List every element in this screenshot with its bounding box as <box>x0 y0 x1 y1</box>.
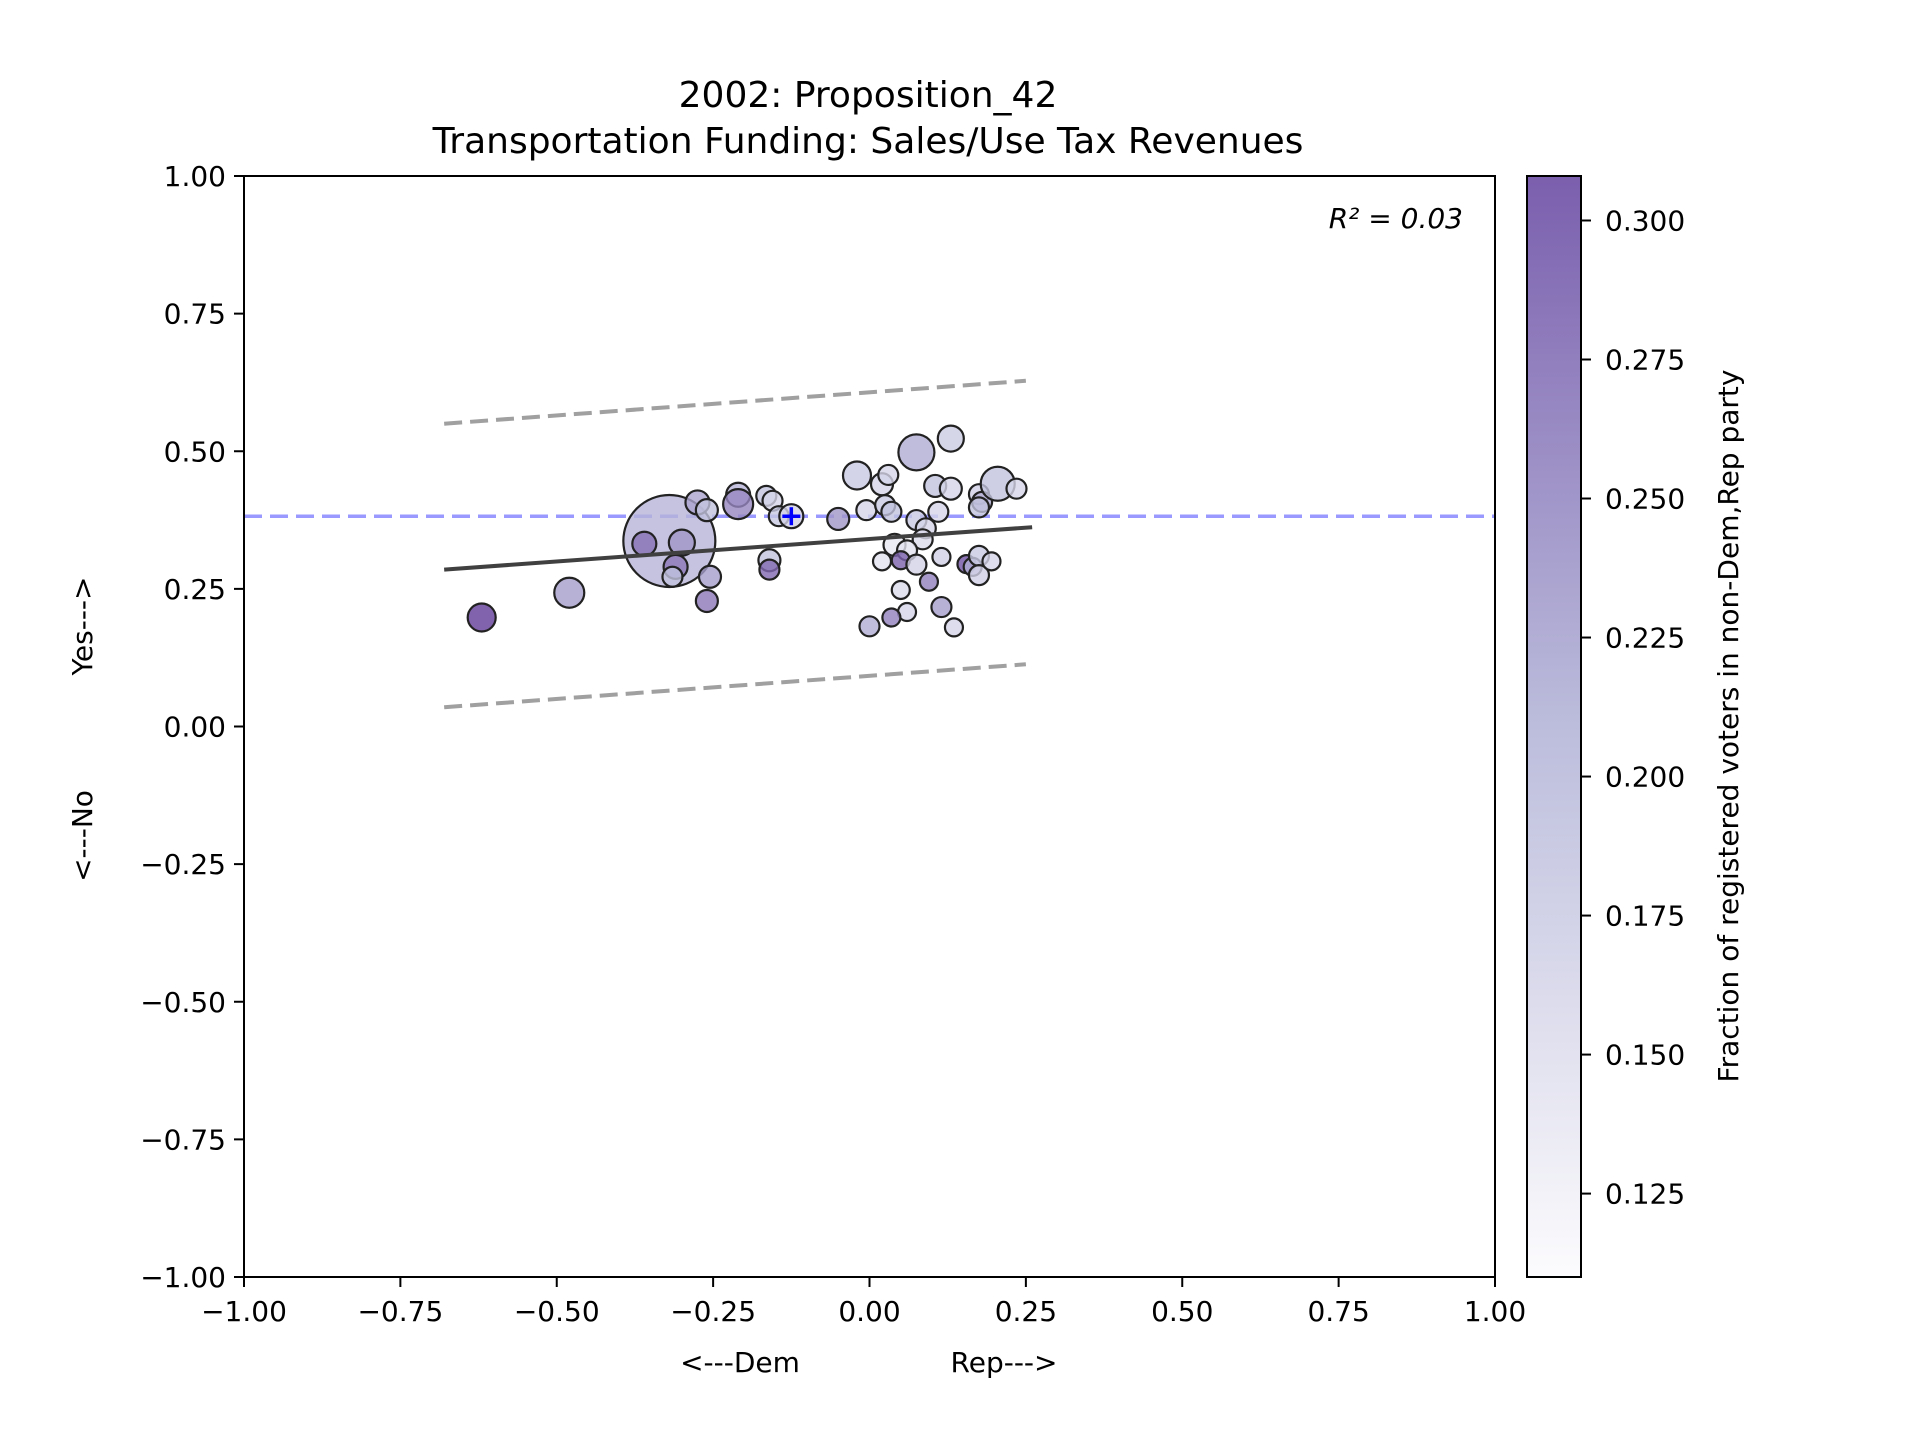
data-point-51 <box>943 617 965 638</box>
data-point-10 <box>694 498 719 523</box>
data-point-8 <box>694 588 719 614</box>
data-point-3 <box>631 530 658 557</box>
x-tick-label: −0.50 <box>514 1295 600 1328</box>
x-tick-label: 0.50 <box>1151 1295 1213 1328</box>
plot-frame <box>243 175 1496 1278</box>
y-tick-label: −0.25 <box>140 848 226 881</box>
data-point-6 <box>661 565 684 588</box>
y-tick-label: −0.75 <box>140 1123 226 1156</box>
data-point-7 <box>697 564 723 589</box>
data-point-20 <box>841 460 873 491</box>
data-point-0 <box>466 602 497 633</box>
data-point-12 <box>722 487 755 521</box>
colorbar-tick-label: 0.150 <box>1605 1039 1685 1072</box>
data-point-25 <box>880 500 903 523</box>
data-point-50 <box>930 595 953 619</box>
data-point-29 <box>938 476 963 501</box>
data-point-22 <box>877 463 900 487</box>
x-tick-label: −1.00 <box>201 1295 287 1328</box>
x-axis-label-right: Rep---> <box>951 1346 1058 1379</box>
data-point-49 <box>858 615 881 638</box>
y-axis-label-top: Yes---> <box>66 577 99 677</box>
colorbar-label: Fraction of registered voters in non-Dem… <box>1712 370 1745 1083</box>
colorbar <box>1526 175 1582 1278</box>
data-point-46 <box>890 579 911 601</box>
data-point-1 <box>553 576 586 609</box>
y-tick-label: −0.50 <box>140 986 226 1019</box>
reference-point-marker <box>782 507 801 526</box>
colorbar-tick-label: 0.300 <box>1605 204 1685 237</box>
colorbar-tick-label: 0.125 <box>1605 1178 1685 1211</box>
data-point-45 <box>918 571 940 592</box>
colorbar-tick-label: 0.275 <box>1605 344 1685 377</box>
data-point-55 <box>967 564 991 587</box>
y-tick-label: 0.00 <box>164 711 226 744</box>
y-tick-label: 1.00 <box>164 160 226 193</box>
data-point-35 <box>927 500 950 523</box>
colorbar-tick-label: 0.225 <box>1605 622 1685 655</box>
upper-band-line <box>444 378 1027 426</box>
data-point-19 <box>826 506 851 532</box>
y-axis-label-bottom: <---No <box>66 790 99 882</box>
x-tick-label: 0.25 <box>995 1295 1057 1328</box>
colorbar-ticks: 0.125 0.150 0.175 0.200 0.225 0.250 0.275 0.300 <box>1581 204 1685 1211</box>
data-point-44 <box>931 546 952 568</box>
y-tick-label: 0.25 <box>164 573 226 606</box>
x-axis-label-left: <---Dem <box>680 1346 800 1379</box>
y-tick-label: 0.50 <box>164 435 226 468</box>
chart-title-line2: Transportation Funding: Sales/Use Tax Re… <box>432 121 1304 162</box>
y-axis: −1.00 −0.75 −0.50 −0.25 0.00 0.25 0.50 0.75 1.00 <box>140 160 244 1294</box>
data-point-23 <box>855 499 878 522</box>
data-point-32 <box>967 496 991 519</box>
data-point-43 <box>905 553 928 576</box>
chart-title-line1: 2002: Proposition_42 <box>679 75 1058 116</box>
data-point-26 <box>897 433 936 472</box>
colorbar-tick-label: 0.250 <box>1605 483 1685 516</box>
x-tick-label: 0.00 <box>838 1295 900 1328</box>
data-point-41 <box>871 551 893 572</box>
colorbar-tick-label: 0.200 <box>1605 761 1685 794</box>
data-point-34 <box>1005 477 1028 500</box>
data-point-48 <box>881 607 902 628</box>
y-tick-label: −1.00 <box>140 1261 226 1294</box>
x-tick-label: −0.75 <box>357 1295 443 1328</box>
plot-area <box>244 378 1495 710</box>
data-point-27 <box>936 424 965 453</box>
data-point-16 <box>758 558 781 581</box>
lower-band-line <box>444 662 1027 710</box>
y-tick-label: 0.75 <box>164 298 226 331</box>
data-point-56 <box>981 551 1002 572</box>
x-axis: −1.00 −0.75 −0.50 −0.25 0.00 0.25 0.50 0.75 1.00 <box>201 1277 1526 1328</box>
x-tick-label: 0.75 <box>1307 1295 1369 1328</box>
x-tick-label: 1.00 <box>1464 1295 1526 1328</box>
regression-line <box>444 525 1033 572</box>
colorbar-tick-label: 0.175 <box>1605 900 1685 933</box>
x-tick-label: −0.25 <box>670 1295 756 1328</box>
r-squared-annotation: R² = 0.03 <box>1329 202 1463 235</box>
